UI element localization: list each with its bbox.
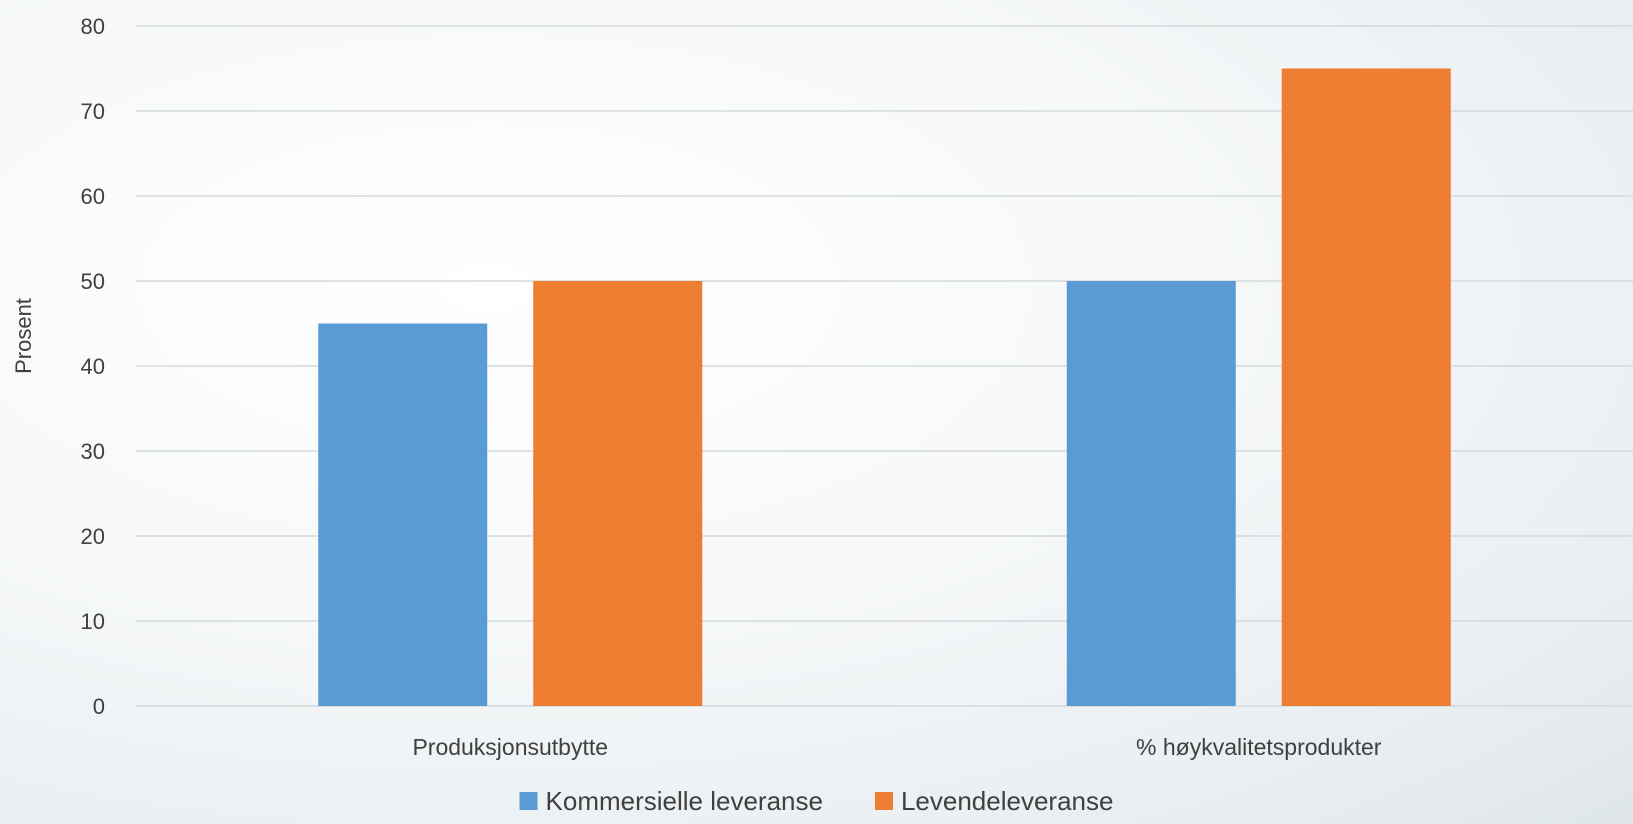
y-tick-label: 50 — [81, 269, 105, 294]
bars — [318, 68, 1451, 706]
y-tick-label: 40 — [81, 354, 105, 379]
legend-item: Kommersielle leveranse — [519, 786, 823, 816]
y-tick-label: 10 — [81, 609, 105, 634]
y-tick-label: 20 — [81, 524, 105, 549]
y-tick-label: 80 — [81, 14, 105, 39]
legend: Kommersielle leveranse Levendeleveranse — [519, 786, 1114, 816]
bar-kommersielle-0 — [318, 323, 488, 706]
bar-levende-0 — [533, 281, 703, 706]
legend-label: Levendeleveranse — [901, 786, 1114, 816]
x-axis-categories: Produksjonsutbytte % høykvalitetsprodukte… — [412, 734, 1381, 760]
x-category-label: % høykvalitetsprodukter — [1136, 734, 1382, 760]
legend-item: Levendeleveranse — [874, 786, 1114, 816]
bar-levende-1 — [1281, 68, 1451, 706]
y-tick-label: 0 — [93, 694, 105, 719]
bar-kommersielle-1 — [1066, 281, 1236, 706]
y-tick-label: 70 — [81, 99, 105, 124]
y-axis-ticks: 0 10 20 30 40 50 60 70 80 — [81, 14, 105, 719]
x-category-label: Produksjonsutbytte — [412, 734, 608, 760]
legend-swatch — [519, 792, 538, 810]
y-tick-label: 60 — [81, 184, 105, 209]
legend-swatch — [874, 792, 893, 810]
y-axis-title: Prosent — [11, 298, 36, 374]
legend-label: Kommersielle leveranse — [546, 786, 823, 816]
y-tick-label: 30 — [81, 439, 105, 464]
